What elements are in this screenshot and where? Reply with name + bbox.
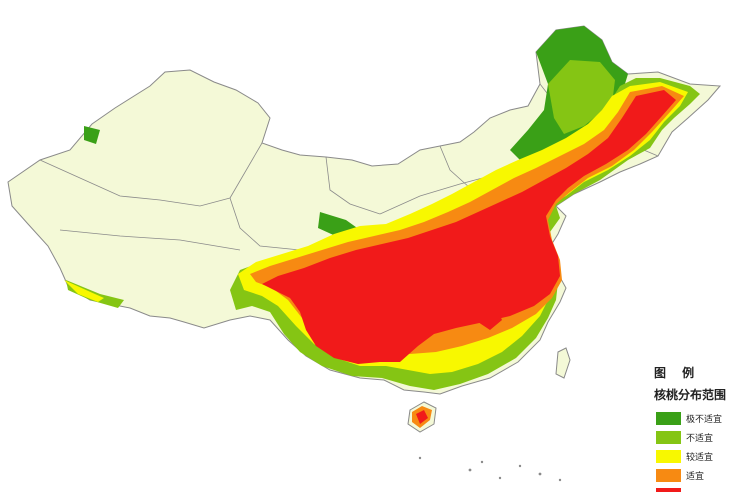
map-legend: 图 例 核桃分布范围 极不适宜 不适宜 较适宜 适宜 bbox=[650, 364, 743, 492]
zone-highly-suitable bbox=[262, 90, 676, 364]
legend-subtitle: 核桃分布范围 bbox=[654, 388, 727, 402]
legend-item-moderately-suitable: 较适宜 bbox=[656, 450, 742, 466]
legend-item-suitable: 适宜 bbox=[656, 469, 742, 485]
legend-item-very-unsuitable: 极不适宜 bbox=[656, 412, 742, 428]
legend-title: 图 例 bbox=[654, 366, 701, 380]
legend-label: 适宜 bbox=[686, 472, 705, 482]
taiwan-island bbox=[555, 347, 571, 379]
legend-label: 较适宜 bbox=[686, 453, 714, 463]
legend-swatch bbox=[656, 450, 681, 463]
legend-swatch bbox=[656, 469, 681, 482]
south-china-sea-islands bbox=[418, 456, 562, 482]
legend-swatch bbox=[656, 412, 681, 425]
legend-swatch bbox=[656, 431, 681, 444]
legend-swatch bbox=[656, 488, 681, 492]
legend-label: 极不适宜 bbox=[686, 415, 723, 425]
legend-label: 不适宜 bbox=[686, 434, 714, 444]
legend-item-unsuitable: 不适宜 bbox=[656, 431, 742, 447]
legend-item-highly-suitable bbox=[656, 488, 742, 492]
hainan-zones bbox=[412, 406, 432, 428]
